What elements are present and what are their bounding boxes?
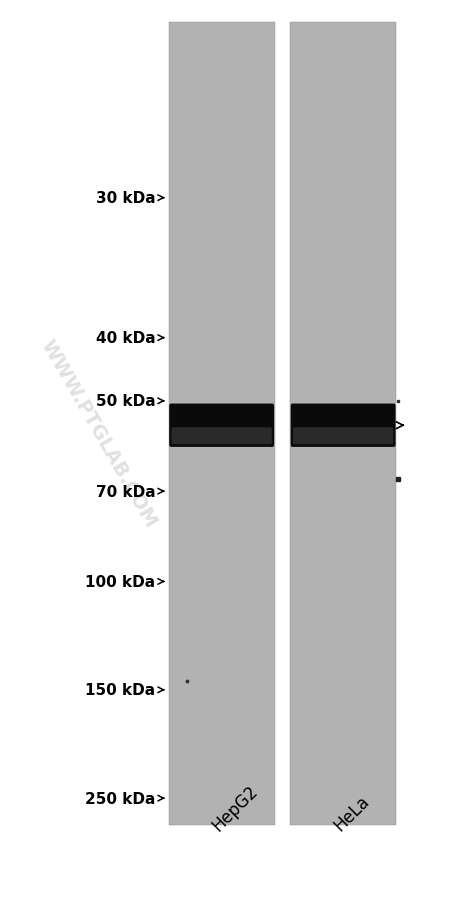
Text: HeLa: HeLa <box>330 792 373 834</box>
Text: 50 kDa: 50 kDa <box>95 394 155 409</box>
Text: 250 kDa: 250 kDa <box>85 791 155 805</box>
FancyBboxPatch shape <box>171 428 272 445</box>
FancyBboxPatch shape <box>293 428 393 445</box>
Text: HepG2: HepG2 <box>209 781 262 834</box>
Text: WWW.PTGLAB.COM: WWW.PTGLAB.COM <box>37 336 161 530</box>
FancyBboxPatch shape <box>169 404 274 447</box>
Bar <box>290 23 396 825</box>
Text: 40 kDa: 40 kDa <box>95 331 155 345</box>
FancyBboxPatch shape <box>291 404 396 447</box>
Text: 100 kDa: 100 kDa <box>85 575 155 589</box>
Text: 70 kDa: 70 kDa <box>95 484 155 499</box>
Text: 30 kDa: 30 kDa <box>95 191 155 206</box>
Text: 150 kDa: 150 kDa <box>85 683 155 697</box>
Bar <box>169 23 274 825</box>
